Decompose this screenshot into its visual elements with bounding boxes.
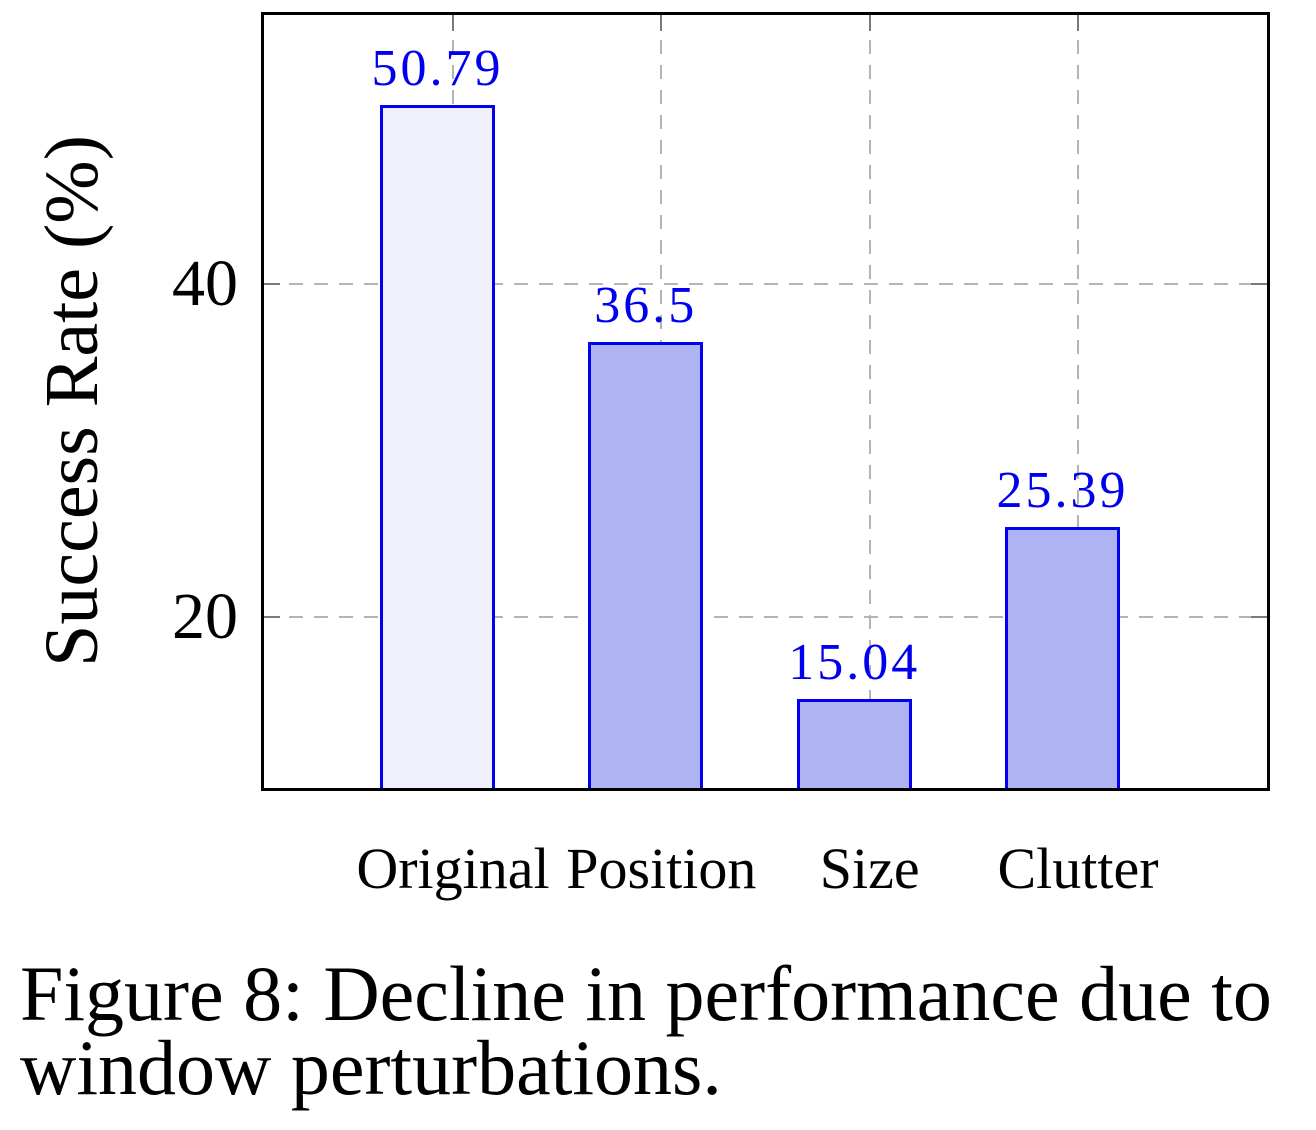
bar-value-label: 25.39 xyxy=(996,462,1129,520)
x-tick-label-clutter: Clutter xyxy=(997,836,1159,901)
x-gridline xyxy=(868,15,871,788)
bar-clutter xyxy=(1005,527,1120,788)
x-tick-mark-top xyxy=(1077,15,1079,31)
y-tick-mark-left xyxy=(264,283,280,285)
plot-area xyxy=(261,12,1270,791)
x-tick-label-size: Size xyxy=(819,836,920,901)
x-tick-label-position: Position xyxy=(566,836,757,901)
y-gridline xyxy=(264,283,1267,285)
bar-value-label: 50.79 xyxy=(371,39,504,97)
x-gridline xyxy=(1077,15,1079,788)
y-tick-label: 20 xyxy=(172,579,238,653)
y-tick-mark-right xyxy=(1251,615,1267,618)
x-tick-mark-top xyxy=(868,15,871,31)
figure-caption: Figure 8: Decline in performance due to … xyxy=(20,950,1312,1111)
y-gridline xyxy=(264,615,1267,618)
y-axis-label: Success Rate (%) xyxy=(30,135,114,667)
y-tick-mark-left xyxy=(264,615,280,618)
bar-value-label: 36.5 xyxy=(594,277,698,335)
x-tick-label-original: Original xyxy=(356,836,550,901)
bar-original xyxy=(380,104,495,788)
figure-caption-line-1: Figure 8: Decline in performance due to xyxy=(20,950,1272,1037)
x-tick-mark-top xyxy=(452,15,454,31)
x-tick-mark-top xyxy=(660,15,663,31)
bar-size xyxy=(796,699,912,788)
y-tick-mark-right xyxy=(1251,283,1267,285)
bar-value-label: 15.04 xyxy=(788,634,921,692)
y-tick-label: 40 xyxy=(172,247,238,320)
bar-position xyxy=(588,342,704,788)
figure-caption-line-2: window perturbations. xyxy=(20,1024,722,1111)
